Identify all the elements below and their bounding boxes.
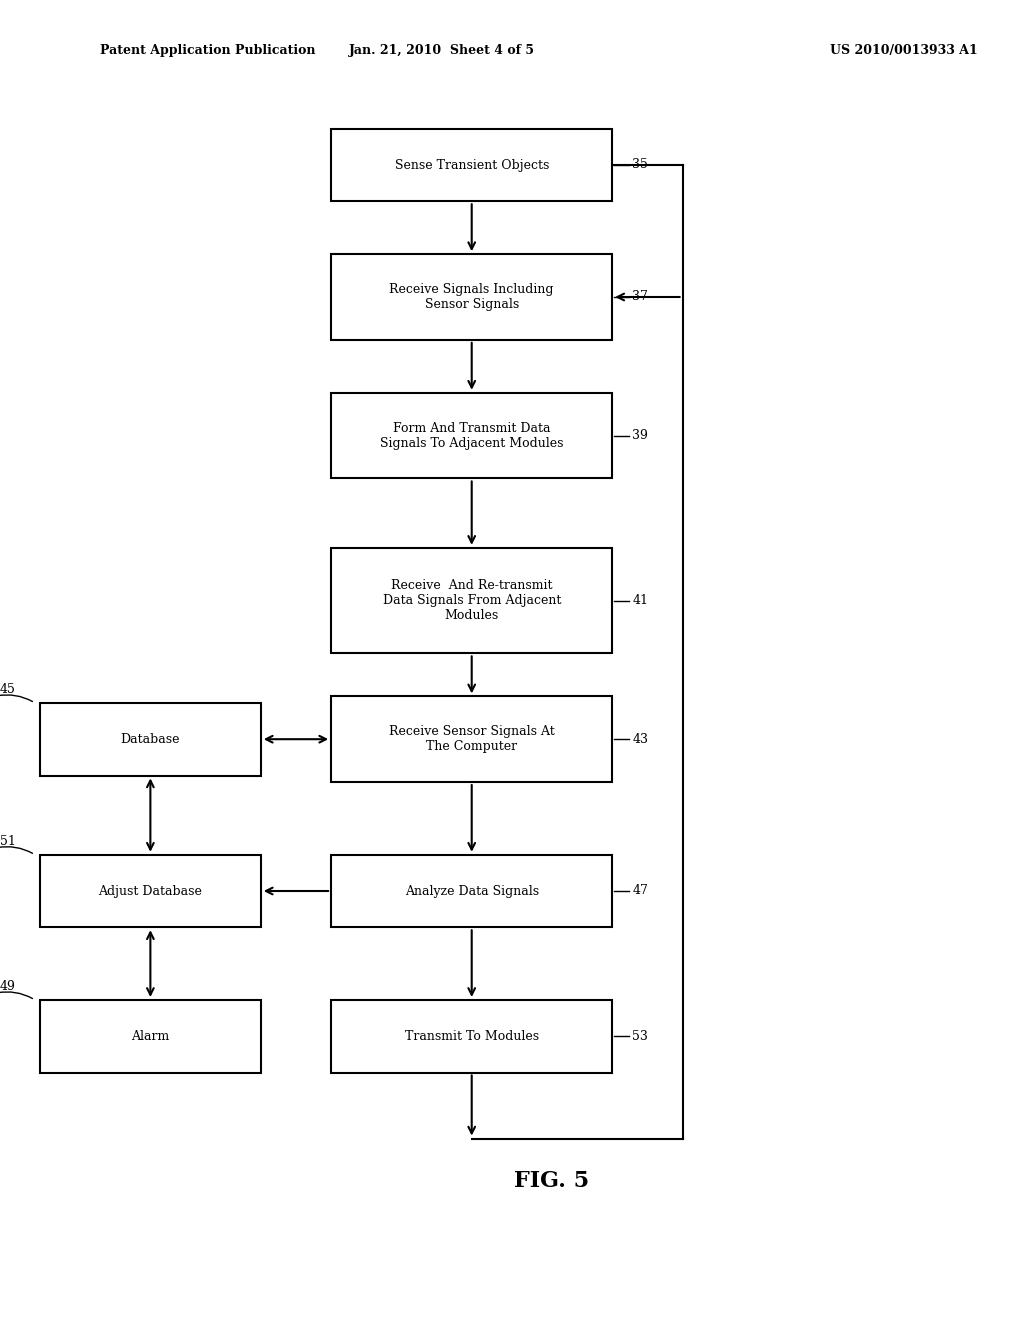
FancyBboxPatch shape xyxy=(331,128,612,201)
FancyBboxPatch shape xyxy=(331,697,612,781)
Text: Analyze Data Signals: Analyze Data Signals xyxy=(404,884,539,898)
FancyBboxPatch shape xyxy=(331,392,612,478)
Text: Form And Transmit Data
Signals To Adjacent Modules: Form And Transmit Data Signals To Adjace… xyxy=(380,421,563,450)
Text: Receive  And Re-transmit
Data Signals From Adjacent
Modules: Receive And Re-transmit Data Signals Fro… xyxy=(383,579,561,622)
Text: 49: 49 xyxy=(0,981,15,993)
Text: Jan. 21, 2010  Sheet 4 of 5: Jan. 21, 2010 Sheet 4 of 5 xyxy=(348,44,535,57)
Text: 47: 47 xyxy=(633,884,648,898)
FancyBboxPatch shape xyxy=(40,1001,261,1072)
Text: 35: 35 xyxy=(633,158,648,172)
Text: 41: 41 xyxy=(633,594,648,607)
Text: Receive Signals Including
Sensor Signals: Receive Signals Including Sensor Signals xyxy=(389,282,554,312)
Text: 45: 45 xyxy=(0,684,15,696)
FancyBboxPatch shape xyxy=(331,253,612,339)
FancyBboxPatch shape xyxy=(331,855,612,927)
Text: 51: 51 xyxy=(0,836,15,847)
Text: 37: 37 xyxy=(633,290,648,304)
FancyBboxPatch shape xyxy=(40,704,261,776)
FancyBboxPatch shape xyxy=(331,1001,612,1072)
Text: Patent Application Publication: Patent Application Publication xyxy=(100,44,315,57)
Text: FIG. 5: FIG. 5 xyxy=(514,1171,590,1192)
Text: Transmit To Modules: Transmit To Modules xyxy=(404,1030,539,1043)
FancyBboxPatch shape xyxy=(331,548,612,653)
Text: Database: Database xyxy=(121,733,180,746)
Text: Adjust Database: Adjust Database xyxy=(98,884,203,898)
Text: Alarm: Alarm xyxy=(131,1030,170,1043)
Text: Receive Sensor Signals At
The Computer: Receive Sensor Signals At The Computer xyxy=(389,725,555,754)
Text: 53: 53 xyxy=(633,1030,648,1043)
Text: 39: 39 xyxy=(633,429,648,442)
Text: US 2010/0013933 A1: US 2010/0013933 A1 xyxy=(829,44,977,57)
Text: Sense Transient Objects: Sense Transient Objects xyxy=(394,158,549,172)
FancyBboxPatch shape xyxy=(40,855,261,927)
Text: 43: 43 xyxy=(633,733,648,746)
